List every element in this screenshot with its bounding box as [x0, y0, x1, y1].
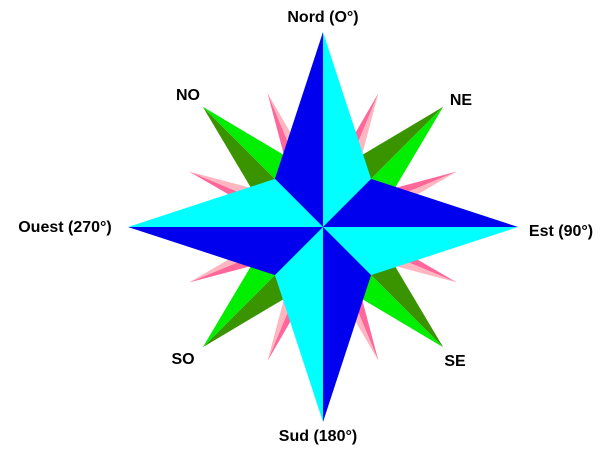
green-point-left [202, 106, 323, 227]
main-point-right [323, 32, 372, 227]
pink-point-right [323, 227, 379, 361]
label-south: Sud (180°) [279, 428, 357, 445]
pink-point-left [189, 171, 323, 227]
rose-shapes [128, 32, 518, 422]
pink-point-right [189, 227, 323, 283]
main-point-left [323, 227, 372, 422]
label-northwest: NO [176, 87, 200, 104]
pink-point-left [323, 93, 379, 227]
label-southeast: SE [444, 353, 466, 370]
main-point-left [323, 178, 518, 227]
main-point-left [274, 32, 323, 227]
label-southwest: SO [171, 351, 194, 368]
pink-point-left [267, 227, 323, 361]
main-point-left [128, 227, 323, 276]
main-point-right [323, 227, 518, 276]
main-point-right [128, 178, 323, 227]
label-west: Ouest (270°) [18, 219, 112, 236]
green-point-right [323, 106, 444, 227]
label-north: Nord (O°) [287, 9, 358, 26]
main-point-right [274, 227, 323, 422]
label-east: Est (90°) [529, 223, 593, 240]
pink-point-right [267, 93, 323, 227]
label-northeast: NE [450, 92, 473, 109]
